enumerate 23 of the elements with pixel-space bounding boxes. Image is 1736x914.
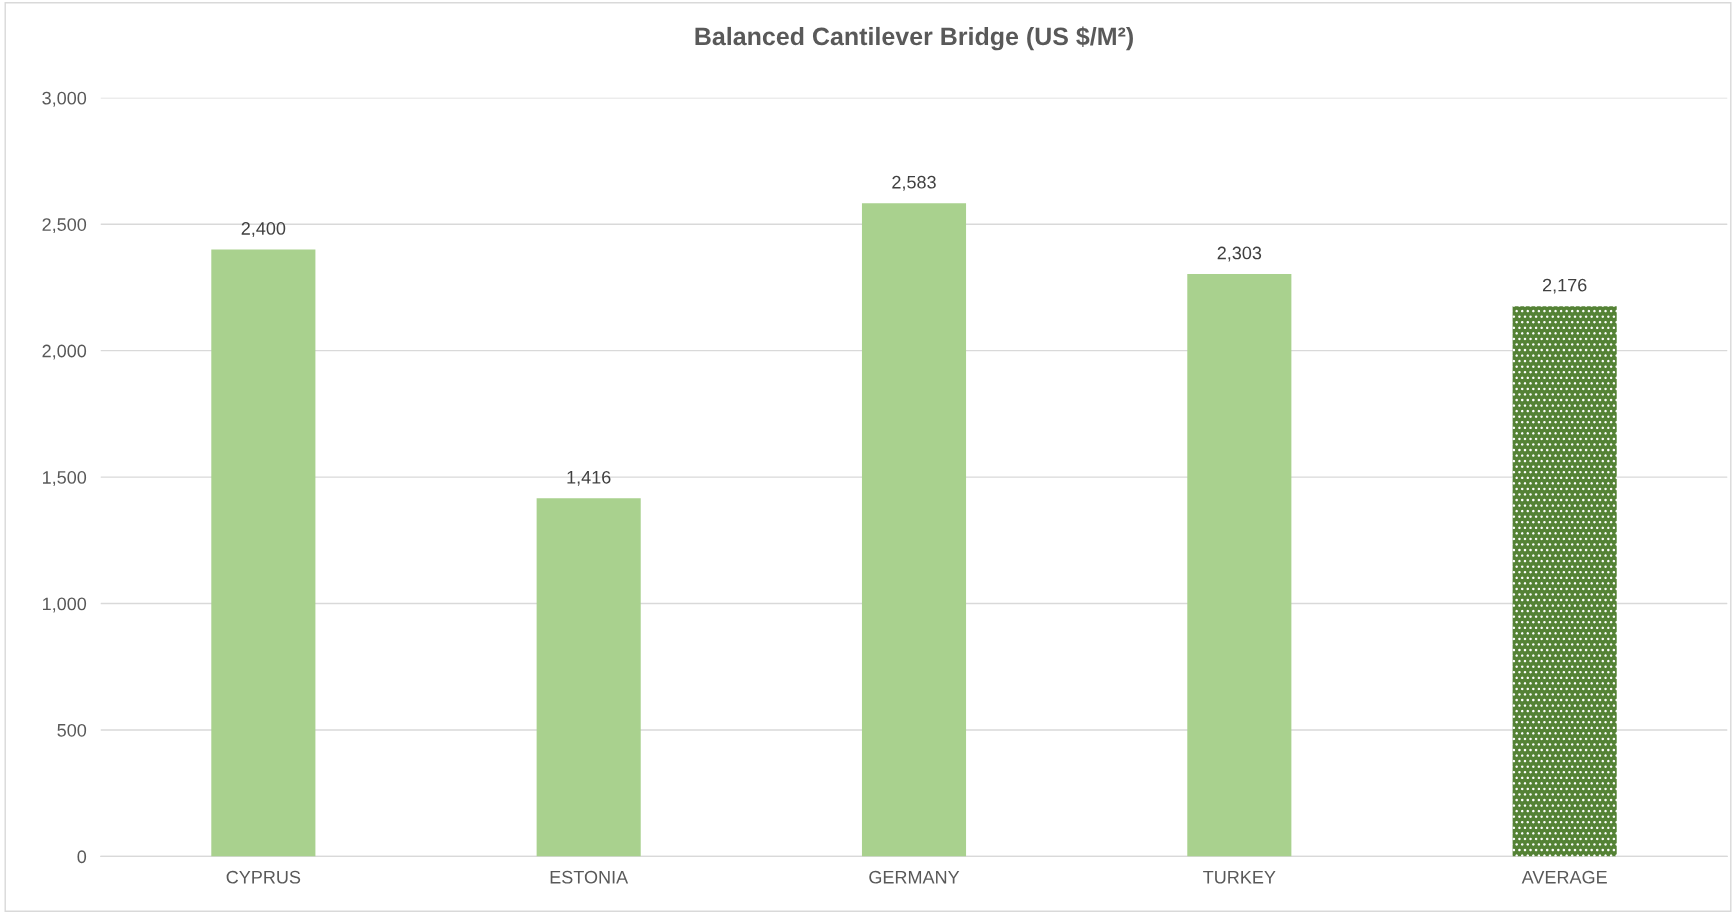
y-tick-label: 2,000 — [42, 344, 87, 360]
bar — [211, 249, 316, 857]
x-tick-label: CYPRUS — [226, 870, 301, 884]
bar — [1512, 306, 1617, 857]
chart-title: Balanced Cantilever Bridge (US $/M²) — [695, 26, 1133, 51]
data-label: 2,583 — [892, 175, 936, 191]
bar — [861, 203, 967, 857]
data-label: 2,176 — [1542, 278, 1587, 294]
y-tick-label: 1,500 — [43, 471, 87, 486]
y-tick-label: 3,000 — [42, 91, 87, 107]
x-tick-label: GERMANY — [869, 870, 960, 884]
y-tick-label: 500 — [57, 723, 87, 737]
bar — [1187, 274, 1292, 857]
data-label: 1,416 — [567, 470, 611, 486]
y-tick-label: 2,500 — [42, 218, 87, 234]
x-tick-label: AVERAGE — [1521, 870, 1607, 884]
data-label: 2,303 — [1217, 246, 1262, 262]
data-label: 2,400 — [241, 222, 286, 237]
x-tick-label: TURKEY — [1203, 870, 1276, 884]
y-tick-label: 1,000 — [43, 597, 87, 613]
y-tick-label: 0 — [77, 850, 87, 864]
x-tick-label: ESTONIA — [550, 870, 629, 884]
bar — [536, 498, 641, 857]
